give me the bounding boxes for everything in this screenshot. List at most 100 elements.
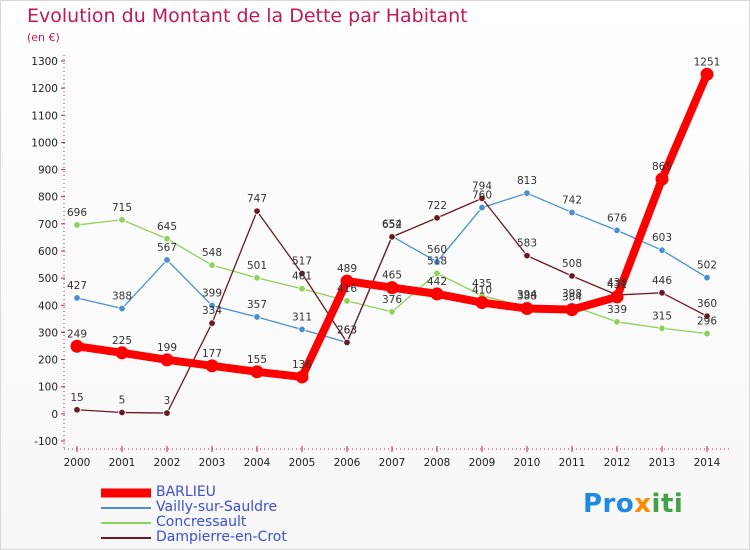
- data-label: 696: [67, 207, 87, 219]
- y-tick-label: 1200: [31, 83, 58, 95]
- data-label: 489: [337, 263, 357, 275]
- data-label: 388: [517, 291, 537, 303]
- data-label: 465: [382, 270, 402, 282]
- legend-swatch: [101, 521, 151, 524]
- x-tick-label: 2005: [289, 457, 316, 469]
- data-label: 652: [382, 219, 402, 231]
- data-point: [658, 324, 666, 333]
- chart-title: Evolution du Montant de la Dette par Hab…: [27, 5, 468, 27]
- data-label: 398: [562, 288, 582, 300]
- legend-label: Dampierre-en-Crot: [156, 529, 287, 545]
- data-point: [703, 329, 711, 338]
- data-point: [385, 281, 399, 295]
- data-point: [115, 346, 129, 360]
- data-point: [610, 290, 624, 304]
- data-label: 548: [202, 247, 222, 259]
- data-point: [298, 269, 306, 278]
- data-label: 794: [472, 180, 492, 192]
- data-label: 225: [112, 335, 132, 347]
- data-label: 567: [157, 242, 177, 254]
- y-tick-label: 0: [51, 409, 58, 421]
- data-label: 360: [697, 298, 717, 310]
- x-tick-label: 2009: [469, 457, 496, 469]
- data-point: [568, 208, 576, 217]
- data-label: 517: [292, 256, 312, 268]
- data-point: [478, 203, 486, 212]
- data-label: 315: [652, 310, 672, 322]
- data-point: [298, 325, 306, 334]
- y-tick-label: 1300: [31, 56, 58, 68]
- data-label: 5: [119, 395, 126, 407]
- data-point: [658, 246, 666, 254]
- data-label: 339: [607, 304, 627, 316]
- data-label: 427: [67, 280, 87, 292]
- y-tick-label: 900: [38, 165, 58, 177]
- data-point: [70, 339, 84, 353]
- data-point: [613, 226, 621, 235]
- data-label: 431: [607, 279, 627, 291]
- x-tick-label: 2002: [154, 457, 181, 469]
- x-tick-label: 2013: [649, 457, 676, 469]
- proxiti-logo: Proxiti: [583, 489, 683, 519]
- logo-part-1: Pro: [583, 489, 635, 519]
- data-point: [433, 258, 441, 266]
- data-label: 249: [67, 328, 87, 340]
- logo-part-3: iti: [651, 489, 684, 519]
- data-label: 442: [427, 276, 447, 288]
- data-label: 446: [652, 275, 672, 287]
- data-label: 334: [202, 305, 222, 317]
- data-label: 394: [517, 289, 537, 301]
- data-point: [475, 296, 489, 310]
- data-label: 3: [164, 395, 171, 407]
- y-tick-label: 100: [38, 382, 58, 394]
- data-point: [703, 312, 711, 320]
- data-point: [520, 302, 534, 316]
- data-point: [205, 359, 219, 373]
- data-point: [118, 304, 126, 313]
- data-point: [298, 285, 306, 293]
- data-label: 501: [247, 260, 267, 272]
- data-label: 177: [202, 348, 222, 360]
- data-label: 502: [697, 260, 717, 272]
- data-point: [253, 207, 261, 215]
- data-point: [523, 251, 531, 260]
- data-label: 1251: [694, 56, 721, 68]
- data-label: 388: [112, 291, 132, 303]
- x-tick-label: 2010: [514, 457, 541, 469]
- data-label: 199: [157, 342, 177, 354]
- data-point: [658, 289, 666, 297]
- data-label: 15: [70, 392, 83, 404]
- data-label: 518: [427, 255, 447, 267]
- data-label: 603: [652, 232, 672, 244]
- data-point: [73, 294, 81, 302]
- data-label: 438: [607, 277, 627, 289]
- data-label: 296: [697, 316, 717, 328]
- data-point: [343, 338, 351, 347]
- data-label: 742: [562, 194, 582, 206]
- data-label: 136: [292, 359, 312, 371]
- data-point: [118, 216, 126, 224]
- data-point: [160, 353, 174, 367]
- legend-swatch: [101, 488, 151, 497]
- data-label: 747: [247, 193, 267, 205]
- x-tick-label: 2001: [109, 457, 136, 469]
- data-label: 311: [292, 311, 312, 323]
- data-point: [655, 172, 669, 186]
- series-concressault: [73, 216, 711, 338]
- x-tick-label: 2003: [199, 457, 226, 469]
- data-label: 435: [472, 278, 492, 290]
- y-tick-label: 800: [38, 192, 58, 204]
- y-tick-label: 500: [38, 273, 58, 285]
- data-point: [433, 269, 441, 277]
- data-label: 263: [337, 324, 357, 336]
- data-label: 399: [202, 288, 222, 300]
- data-label: 760: [472, 190, 492, 202]
- data-label: 416: [337, 283, 357, 295]
- data-point: [568, 272, 576, 280]
- chart-unit-label: (en €): [27, 31, 60, 44]
- x-tick-label: 2007: [379, 457, 406, 469]
- data-point: [433, 214, 441, 222]
- data-label: 508: [562, 258, 582, 270]
- data-point: [250, 365, 264, 379]
- data-point: [388, 233, 396, 241]
